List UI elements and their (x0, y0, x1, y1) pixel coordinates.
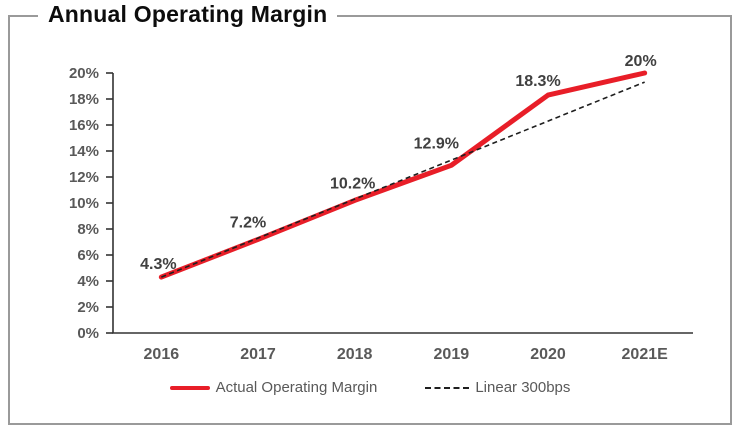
x-tick-label: 2018 (337, 346, 373, 363)
data-point-label: 10.2% (330, 175, 375, 192)
y-tick-label: 12% (69, 169, 99, 186)
axis-lines (112, 73, 693, 334)
series-line-solid (158, 70, 648, 280)
y-tick-label: 2% (77, 299, 99, 316)
x-tick-label: 2017 (240, 346, 276, 363)
data-point-label: 12.9% (414, 135, 459, 152)
x-tick-label: 2021E (622, 346, 669, 363)
x-tick-label: 2019 (434, 346, 470, 363)
y-tick-label: 20% (69, 65, 99, 82)
y-tick-label: 18% (69, 91, 99, 108)
series-line-dashed (161, 81, 645, 278)
chart-frame (8, 15, 732, 425)
chart-title: Annual Operating Margin (38, 1, 338, 28)
y-tick-label: 4% (77, 273, 99, 290)
y-tick-label: 14% (69, 143, 99, 160)
data-point-label: 7.2% (230, 214, 266, 231)
data-point-label: 18.3% (515, 73, 560, 90)
data-point-label: 4.3% (140, 256, 176, 273)
y-tick-label: 10% (69, 195, 99, 212)
x-tick-label: 2016 (144, 346, 180, 363)
chart-legend: Actual Operating Margin Linear 300bps (0, 379, 740, 396)
y-tick-label: 8% (77, 221, 99, 238)
legend-label-linear: Linear 300bps (475, 379, 571, 396)
y-tick-label: 0% (77, 325, 99, 342)
y-tick-label: 16% (69, 117, 99, 134)
y-tick-label: 6% (77, 247, 99, 264)
legend-item-actual-operating-margin: Actual Operating Margin (169, 379, 378, 396)
legend-item-linear-300bps: Linear 300bps (425, 379, 570, 396)
x-tick-label: 2020 (530, 346, 566, 363)
red-solid-line-swatch-icon (169, 385, 210, 390)
data-point-label: 20% (625, 53, 657, 70)
black-dashed-line-swatch-icon (425, 386, 470, 389)
legend-label-actual: Actual Operating Margin (215, 379, 378, 396)
